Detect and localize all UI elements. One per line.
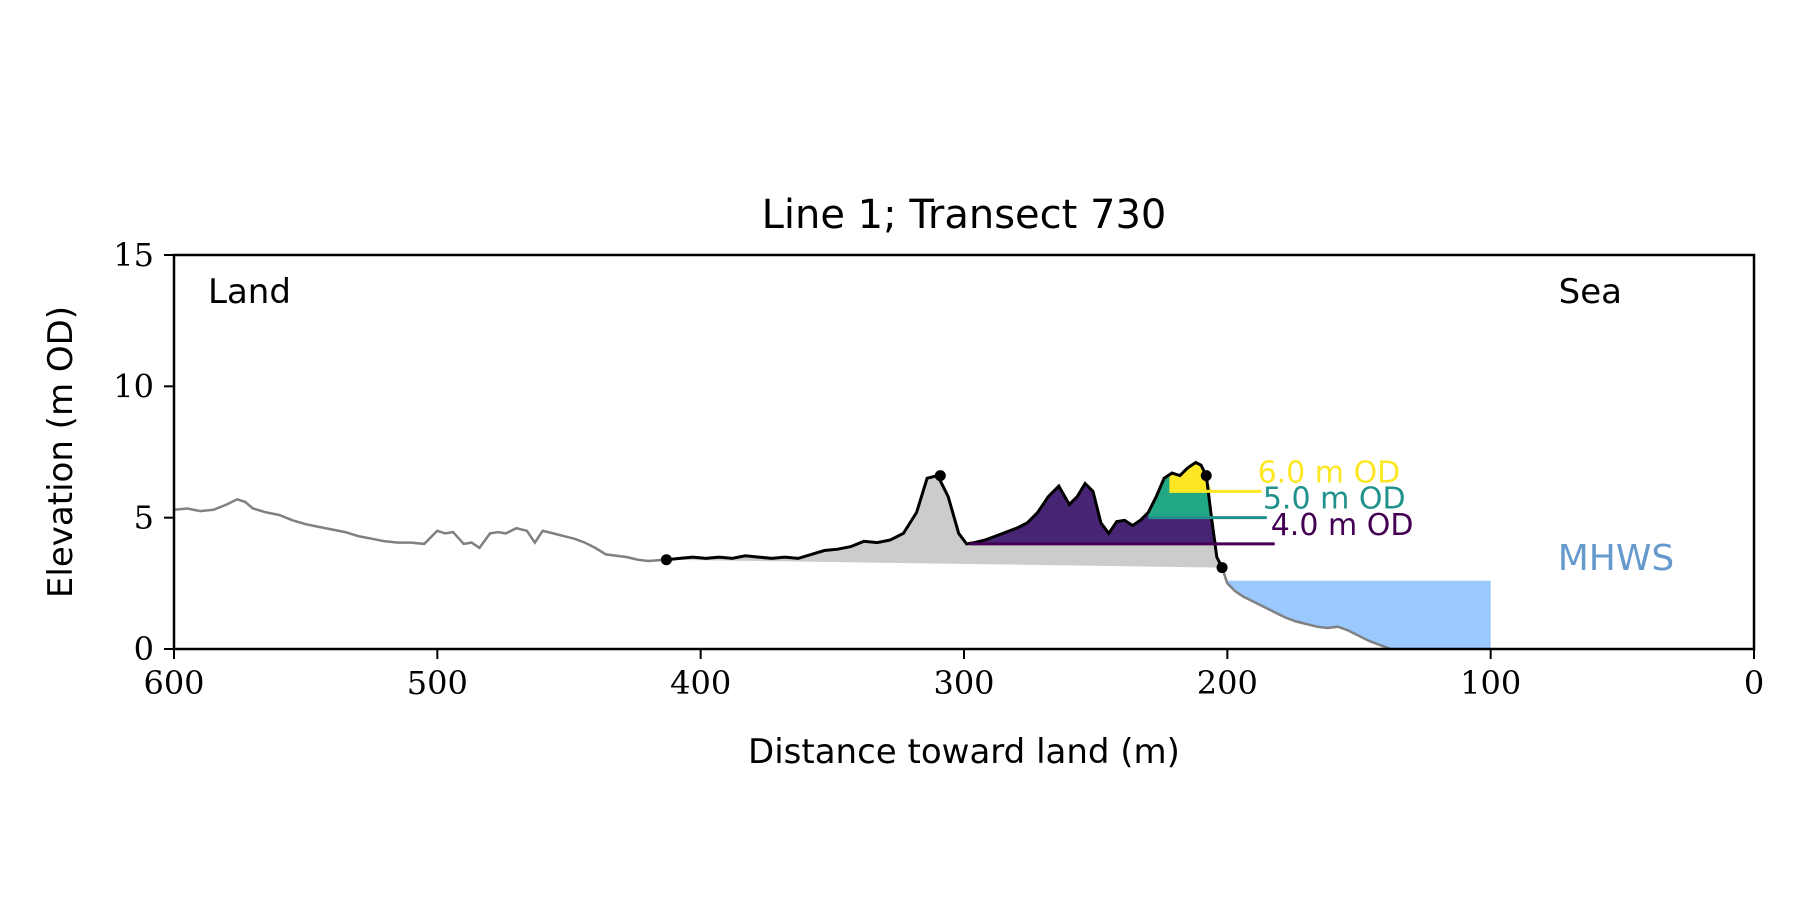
sea-label: Sea [1559, 272, 1622, 312]
y-tick-label: 0 [134, 630, 154, 668]
mhws-label: MHWS [1558, 538, 1675, 579]
x-tick-label: 400 [670, 664, 731, 702]
y-axis-label: Elevation (m OD) [41, 306, 81, 598]
profile-active-line [666, 460, 1224, 569]
level-label: 4.0 m OD [1271, 508, 1414, 543]
y-tick-label: 15 [113, 236, 154, 274]
level-label: 5.0 m OD [1263, 482, 1406, 517]
plot-frame [172, 253, 1756, 651]
x-tick-label: 200 [1197, 664, 1258, 702]
y-axis: 0 5 10 15 [113, 236, 174, 668]
plot-area [174, 460, 1491, 649]
x-tick-label: 600 [143, 664, 204, 702]
x-tick-label: 500 [407, 664, 468, 702]
x-tick-label: 300 [933, 664, 994, 702]
level-fill [1169, 462, 1262, 492]
y-tick-label: 10 [113, 367, 154, 405]
mhws-area [1227, 580, 1491, 649]
profile-marker [1200, 470, 1212, 482]
profile-marker [660, 554, 672, 566]
land-label: Land [208, 272, 291, 312]
x-tick-label: 100 [1460, 664, 1521, 702]
profile-marker [1216, 562, 1228, 574]
chart-title: Line 1; Transect 730 [762, 192, 1167, 238]
x-tick-label: 0 [1744, 664, 1764, 702]
x-axis-label: Distance toward land (m) [748, 732, 1180, 772]
level-label: 6.0 m OD [1258, 455, 1401, 490]
x-axis: 600 500 400 300 200 100 0 [143, 649, 1764, 702]
y-tick-label: 5 [134, 499, 154, 537]
profile-marker [934, 470, 946, 482]
level-fill [969, 462, 1275, 544]
